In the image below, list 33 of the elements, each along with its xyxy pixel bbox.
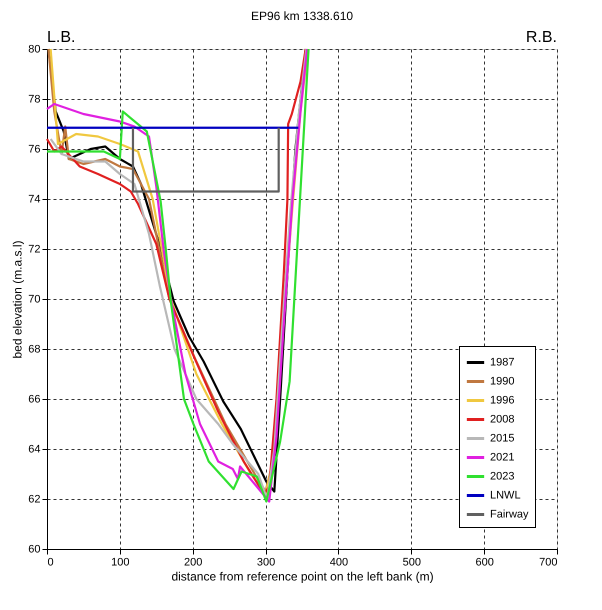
x-tick-label: 200 bbox=[184, 556, 202, 568]
x-axis-title: distance from reference point on the left bank (m) bbox=[171, 570, 434, 584]
legend-label: 2015 bbox=[490, 432, 514, 444]
legend-label: 1990 bbox=[490, 376, 514, 388]
legend-label: 2021 bbox=[490, 452, 514, 464]
x-tick-label: 100 bbox=[111, 556, 130, 568]
y-tick-label: 60 bbox=[28, 544, 40, 556]
y-tick-label: 70 bbox=[28, 294, 40, 306]
y-tick-label: 80 bbox=[28, 44, 40, 56]
x-tick-label: 600 bbox=[475, 556, 494, 568]
y-tick-label: 64 bbox=[28, 444, 40, 456]
y-axis-title: bed elevation (m.a.s.l) bbox=[10, 240, 24, 359]
y-tick-label: 72 bbox=[28, 244, 40, 256]
chart-title: EP96 km 1338.610 bbox=[250, 9, 354, 23]
x-tick-label: 500 bbox=[402, 556, 421, 568]
x-tick-label: 700 bbox=[539, 556, 558, 568]
y-tick-label: 66 bbox=[28, 394, 40, 406]
legend-label: 1987 bbox=[490, 356, 514, 368]
y-tick-label: 68 bbox=[28, 344, 40, 356]
legend-label: 1996 bbox=[490, 394, 514, 406]
y-tick-label: 76 bbox=[28, 144, 40, 156]
legend-label: 2008 bbox=[490, 414, 514, 426]
text: R.B. bbox=[526, 29, 557, 46]
x-tick-label: 0 bbox=[48, 556, 54, 568]
y-tick-label: 78 bbox=[28, 94, 40, 106]
y-tick-label: 62 bbox=[28, 494, 40, 506]
text: L.B. bbox=[47, 29, 76, 46]
legend-label: LNWL bbox=[490, 490, 521, 502]
legend-label: Fairway bbox=[490, 508, 530, 520]
legend-label: 2023 bbox=[490, 470, 514, 482]
x-tick-label: 300 bbox=[256, 556, 276, 568]
y-tick-label: 74 bbox=[28, 194, 40, 206]
x-tick-label: 400 bbox=[330, 556, 348, 568]
